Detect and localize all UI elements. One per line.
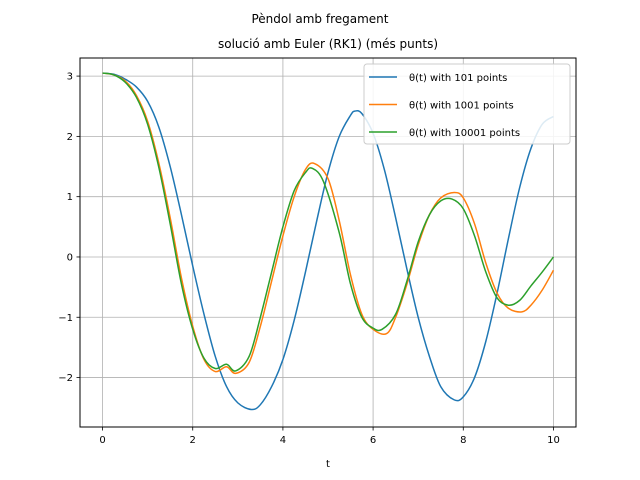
x-tick-label: 4 (280, 435, 286, 446)
x-axis-label: t (326, 459, 330, 470)
x-tick-label: 6 (370, 435, 376, 446)
ticks: 0 2 4 6 8 10 −2 −1 0 1 2 3 (58, 72, 560, 446)
y-tick-label: 0 (67, 252, 73, 263)
y-tick-label: 2 (67, 132, 73, 143)
y-tick-label: 1 (67, 192, 73, 203)
series-layer (102, 72, 555, 411)
x-tick-label: 8 (460, 435, 466, 446)
legend-label-3: θ(t) with 10001 points (409, 128, 520, 139)
legend-label-2: θ(t) with 1001 points (409, 101, 514, 112)
legend-label-1: θ(t) with 101 points (409, 73, 507, 84)
y-tick-label: −1 (58, 313, 73, 324)
axes-frame (79, 57, 577, 428)
chart-subtitle: solució amb Euler (RK1) (més punts) (218, 37, 438, 51)
x-tick-label: 10 (547, 435, 560, 446)
series-line-2 (102, 72, 555, 375)
chart-title: Pèndol amb fregament (251, 12, 388, 26)
series-line-1 (102, 72, 554, 411)
series-line-3 (102, 72, 555, 372)
x-tick-label: 0 (99, 435, 105, 446)
x-tick-label: 2 (190, 435, 196, 446)
legend-box (363, 63, 571, 145)
legend: θ(t) with 101 points θ(t) with 1001 point… (363, 63, 571, 145)
y-tick-label: 3 (67, 72, 73, 83)
y-tick-label: −2 (58, 373, 73, 384)
